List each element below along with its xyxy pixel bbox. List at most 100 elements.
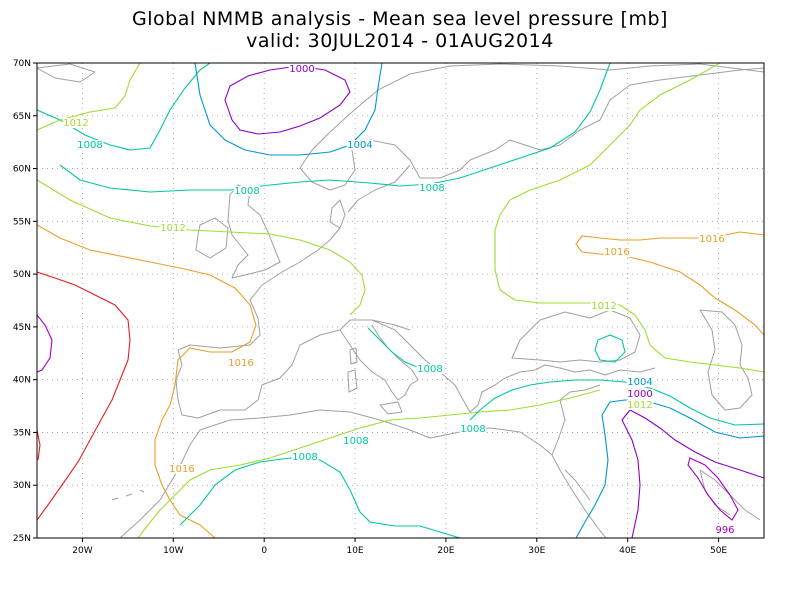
coast-iceland xyxy=(37,63,96,83)
contour-label-bg xyxy=(291,452,319,462)
contour-1012-east xyxy=(494,63,764,373)
x-tick-label: 30E xyxy=(528,546,545,556)
x-tick-label: 50E xyxy=(710,546,727,556)
grid-lines xyxy=(37,63,764,538)
contour-label-bg xyxy=(626,400,654,410)
contour-label-996: 996 xyxy=(715,525,734,536)
contour-label-1004: 1004 xyxy=(627,377,652,388)
contour-label-1016: 1016 xyxy=(604,247,629,258)
contour-label-1012: 1012 xyxy=(160,223,185,234)
contour-1000-east xyxy=(621,409,764,538)
y-tick-label: 30N xyxy=(13,481,31,491)
axis-ticks xyxy=(33,62,720,542)
contour-label-bg xyxy=(62,118,90,128)
contour-1012-med xyxy=(137,389,601,538)
y-tick-label: 60N xyxy=(13,165,31,175)
x-tick-label: 20W xyxy=(72,546,92,556)
y-tick-label: 65N xyxy=(13,112,31,122)
map-frame xyxy=(36,62,765,539)
contour-label-1008: 1008 xyxy=(234,186,259,197)
y-tick-label: 25N xyxy=(13,534,31,544)
contour-1024-west xyxy=(37,429,41,461)
contour-label-bg xyxy=(714,525,736,535)
coast-great-britain xyxy=(227,184,281,279)
contour-label-1016: 1016 xyxy=(228,358,253,369)
coast-denmark xyxy=(329,199,346,229)
contour-996-east xyxy=(687,457,739,521)
coast-sweden-south xyxy=(347,164,411,213)
contour-label-1012: 1012 xyxy=(591,301,616,312)
contour-label-bg xyxy=(416,364,444,374)
contour-label-1000: 1000 xyxy=(289,64,314,75)
coast-black-sea xyxy=(511,309,641,363)
contour-label-1008: 1008 xyxy=(419,183,444,194)
contour-label-1008: 1008 xyxy=(343,436,368,447)
contour-label-bg xyxy=(418,183,446,193)
contour-label-bg xyxy=(288,64,316,74)
contour-label-bg xyxy=(233,186,261,196)
x-tick-label: 40E xyxy=(619,546,636,556)
contour-label-1012: 1012 xyxy=(627,400,652,411)
contour-label-bg xyxy=(227,358,255,368)
x-tick-label: 10W xyxy=(163,546,183,556)
map-valid-dates: valid: 30JUL2014 - 01AUG2014 xyxy=(246,30,554,52)
contour-1012-north xyxy=(37,63,141,131)
contour-label-bg xyxy=(590,301,618,311)
coast-canary-islands xyxy=(111,489,145,501)
axis-tick-labels: 25N 30N 35N 40N 45N 50N 55N 60N 65N 70N 20W 10W 0 10E… xyxy=(13,59,728,556)
coast-europe-west xyxy=(175,227,411,419)
contour-1016-east xyxy=(575,231,764,336)
contour-1004-north xyxy=(194,63,383,156)
contour-1016-west xyxy=(37,224,257,538)
contour-label-1008: 1008 xyxy=(417,364,442,375)
contour-label-bg xyxy=(459,424,487,434)
y-tick-label: 55N xyxy=(13,217,31,227)
contour-label-bg xyxy=(626,377,654,387)
pressure-contours xyxy=(37,63,764,538)
y-tick-label: 35N xyxy=(13,428,31,438)
x-tick-label: 0 xyxy=(261,546,267,556)
coast-levant xyxy=(551,384,601,456)
contour-1008-south-med xyxy=(179,457,461,538)
contour-1008-aegean xyxy=(469,379,626,421)
contour-1008-black-sea-cell xyxy=(594,334,626,363)
y-tick-label: 50N xyxy=(13,270,31,280)
contour-label-bg xyxy=(342,436,370,446)
contour-1000-iceland xyxy=(224,65,351,135)
contour-label-1012: 1012 xyxy=(63,118,88,129)
coast-sardinia xyxy=(347,369,358,393)
coast-corsica xyxy=(349,347,358,365)
contour-1020-west xyxy=(37,271,131,521)
contour-1008-north xyxy=(37,63,211,151)
x-tick-label: 20E xyxy=(437,546,454,556)
contour-1008-northsea xyxy=(59,63,611,193)
coast-red-sea xyxy=(551,454,607,538)
contour-label-1008: 1008 xyxy=(292,452,317,463)
map-title: Global NMMB analysis - Mean sea level pr… xyxy=(132,8,668,30)
contour-label-bg xyxy=(603,247,631,257)
y-tick-label: 45N xyxy=(13,323,31,333)
coastlines xyxy=(37,63,764,538)
contour-1008-east xyxy=(624,381,764,426)
coast-sicily xyxy=(379,401,403,415)
coast-scandinavia xyxy=(299,63,764,191)
contour-label-bg xyxy=(698,234,726,244)
contour-label-1016: 1016 xyxy=(699,234,724,245)
contour-1012-atlantic xyxy=(37,179,366,316)
contour-label-1004: 1004 xyxy=(347,140,372,151)
y-tick-label: 70N xyxy=(13,59,31,69)
coast-caspian-sea xyxy=(699,309,753,411)
contour-label-1008: 1008 xyxy=(77,140,102,151)
contour-996-west xyxy=(37,314,53,373)
coast-ireland xyxy=(195,217,229,259)
contour-label-1008: 1008 xyxy=(460,424,485,435)
x-tick-label: 10E xyxy=(346,546,363,556)
contour-label-bg xyxy=(159,223,187,233)
contour-1004-east xyxy=(575,399,764,538)
contour-label-bg xyxy=(626,389,654,399)
contour-label-bg xyxy=(346,140,374,150)
contour-label-bg xyxy=(76,140,104,150)
contour-label-1000: 1000 xyxy=(627,389,652,400)
